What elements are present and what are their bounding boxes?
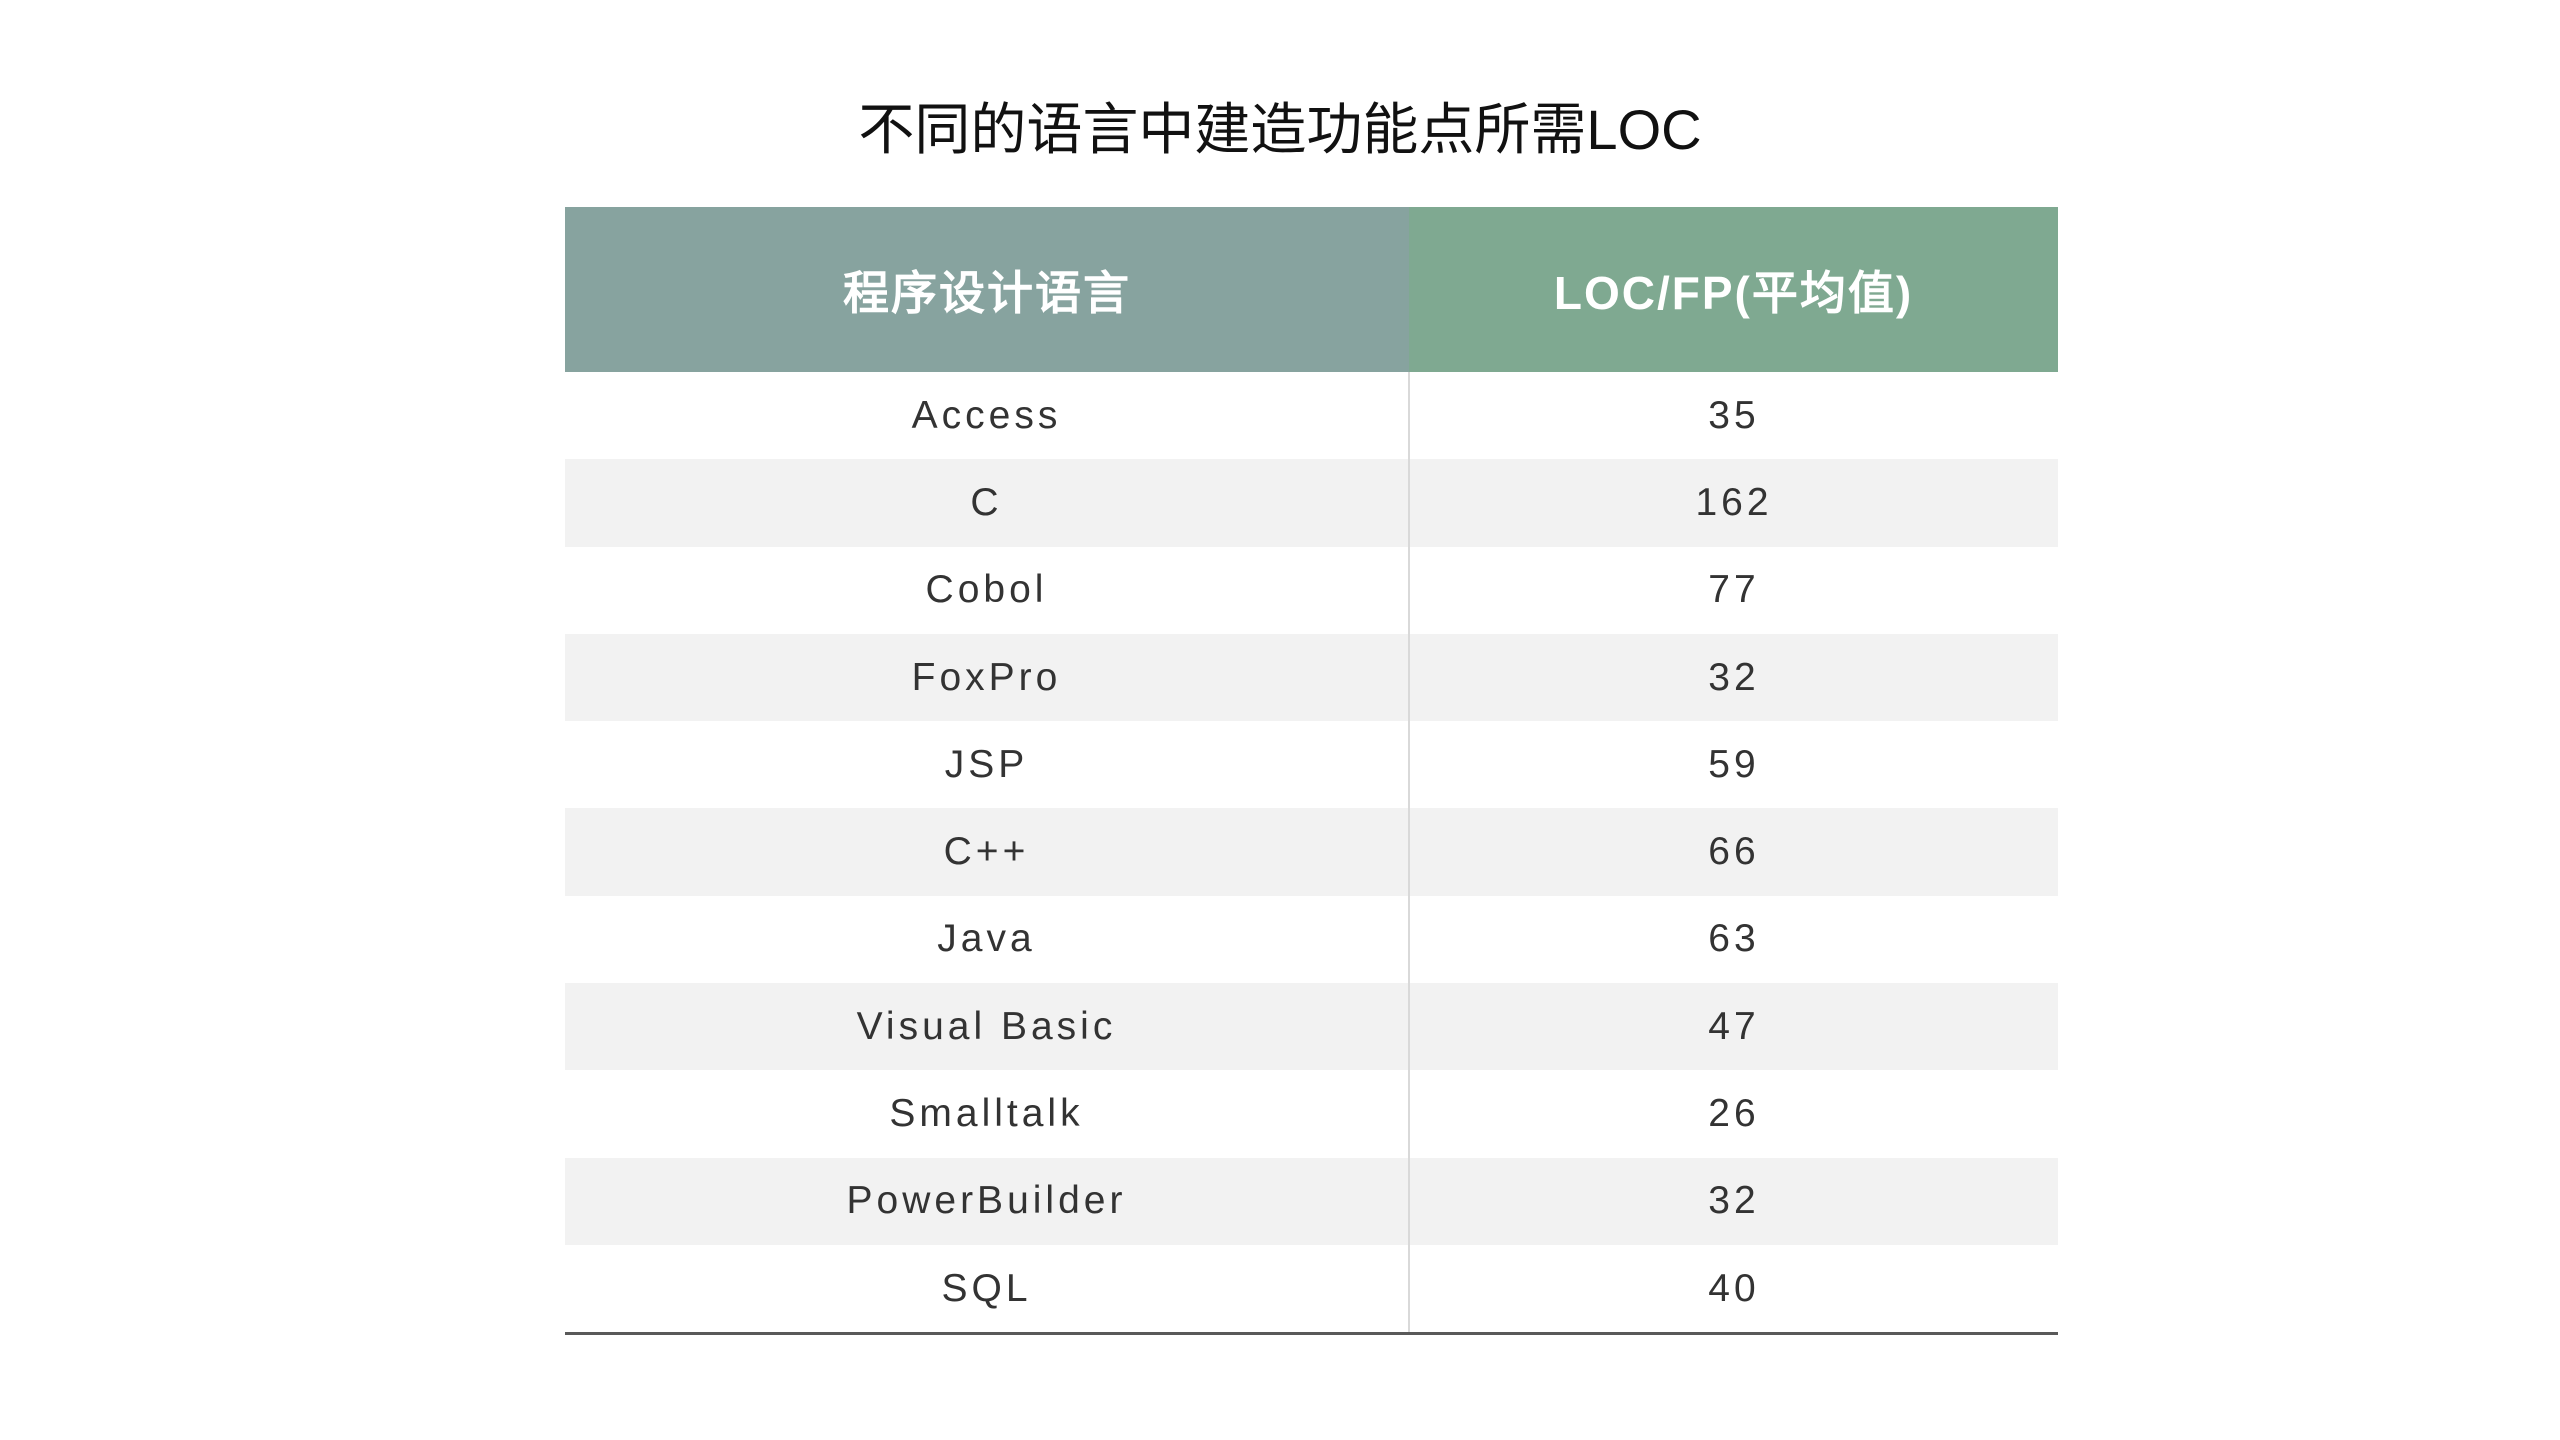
language-cell: C [565, 459, 1410, 547]
language-cell: Visual Basic [565, 983, 1410, 1071]
language-cell: Access [565, 372, 1410, 460]
value-cell: 59 [1708, 742, 1760, 786]
table-header: 程序设计语言 LOC/FP(平均值) [565, 207, 2058, 372]
language-cell: PowerBuilder [565, 1157, 1410, 1245]
table-row: FoxPro 32 [565, 633, 2058, 722]
table-row: C++ 66 [565, 808, 2058, 896]
table-row: Java 63 [565, 895, 2058, 984]
table-row: PowerBuilder 32 [565, 1157, 2058, 1245]
language-cell: Smalltalk [565, 1070, 1410, 1158]
language-cell: FoxPro [565, 633, 1410, 722]
table-row: Visual Basic 47 [565, 983, 2058, 1071]
table-body: Access 35 C 162 Cobol 77 FoxPro 32 JSP 59 C++ 66 Jav… [565, 372, 2058, 1336]
value-cell: 47 [1409, 983, 2058, 1071]
table-row: JSP 59 [565, 721, 2058, 809]
language-cell: C++ [565, 808, 1410, 896]
language-cell: SQL [565, 1244, 1410, 1336]
value-cell: 162 [1409, 459, 2058, 547]
header-cell: LOC/FP(平均值) [1409, 207, 2058, 372]
value-cell: 77 [1708, 568, 1760, 612]
table-row: Access 35 [565, 372, 2058, 460]
value-cell: 26 [1708, 1092, 1760, 1136]
title: 不同的语言中建造功能点所需LOC [858, 98, 1702, 161]
value-cell: 66 [1409, 808, 2058, 896]
value-cell: 40 [1409, 1244, 2058, 1336]
header-row: 程序设计语言 LOC/FP(平均值) [565, 207, 2058, 372]
data-table: 程序设计语言 LOC/FP(平均值) Access 35 C 162 Cobol 77 Fox… [565, 207, 2058, 1336]
table-row: Cobol 77 [565, 546, 2058, 634]
value-cell: 63 [1708, 917, 1760, 961]
language-cell: Java [565, 895, 1410, 984]
value-cell: 32 [1409, 633, 2058, 722]
header-cell: 程序设计语言 [565, 207, 1409, 372]
value-cell: 35 [1708, 393, 1760, 437]
language-cell: JSP [565, 721, 1410, 809]
table-row: C 162 [565, 459, 2058, 547]
table-row: SQL 40 [565, 1244, 2058, 1336]
table-row: Smalltalk 26 [565, 1070, 2058, 1158]
value-cell: 32 [1409, 1157, 2058, 1245]
language-cell: Cobol [565, 546, 1410, 634]
